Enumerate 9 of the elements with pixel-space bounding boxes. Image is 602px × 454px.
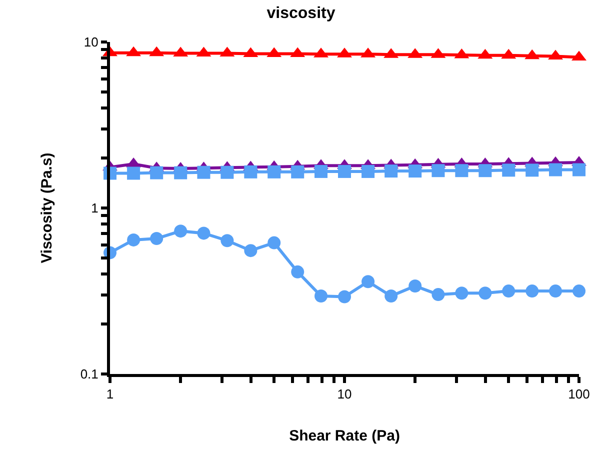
x-tick-label: 10 [337, 386, 352, 402]
x-tick-label: 100 [568, 386, 590, 402]
chart-title: viscosity [266, 5, 336, 22]
x-tick-label: 1 [106, 386, 114, 402]
y-tick-label: 0.1 [80, 366, 98, 382]
y-tick-label: 10 [84, 34, 98, 50]
y-tick-label: 1 [91, 200, 98, 216]
y-axis-title: Viscosity (Pa.s) [38, 152, 56, 264]
x-axis-title: Shear Rate (Pa) [289, 428, 400, 445]
